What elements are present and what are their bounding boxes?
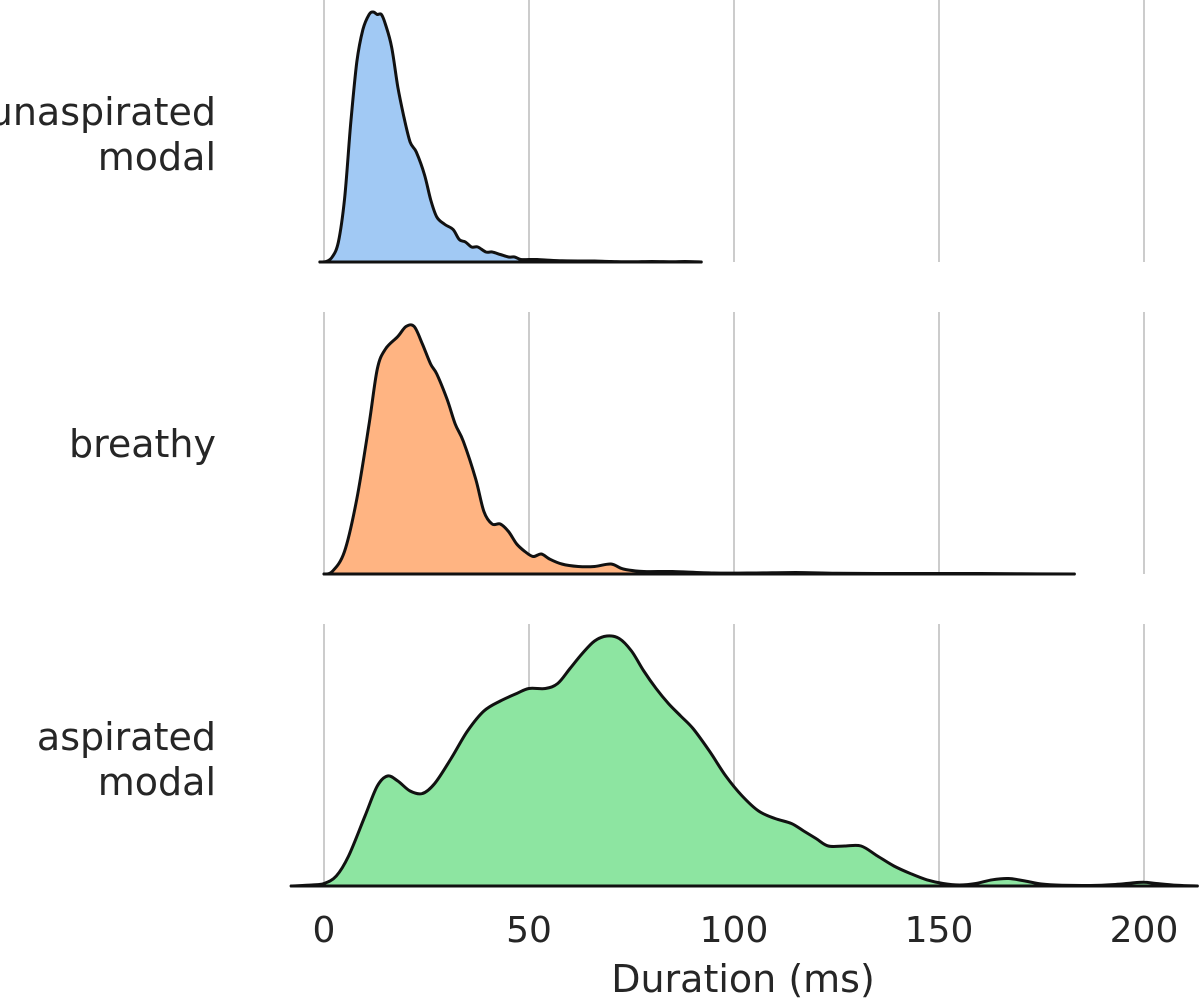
row-label-unaspirated-modal-line2: modal [98, 135, 216, 179]
density-area-aspirated-modal [291, 635, 1198, 886]
density-area-breathy [324, 324, 1075, 575]
ridge-aspirated-modal [289, 634, 1199, 888]
ridge-breathy [322, 323, 1076, 576]
x-axis: 0 50 100 150 200 Duration (ms) [313, 910, 1179, 1001]
x-tick-label-0: 0 [313, 910, 336, 951]
x-tick-labels: 0 50 100 150 200 [313, 910, 1179, 951]
x-axis-title: Duration (ms) [611, 957, 875, 1001]
row-label-aspirated-modal-line1: aspirated [37, 715, 216, 759]
row-label-unaspirated-modal-line1: unaspirated [0, 90, 216, 134]
row-label-aspirated-modal-line2: modal [98, 760, 216, 804]
ridges [289, 10, 1199, 888]
ridge-unaspirated-modal [318, 10, 703, 264]
x-tick-label-50: 50 [506, 910, 552, 951]
row-label-breathy-line1: breathy [69, 422, 216, 466]
x-tick-label-200: 200 [1110, 910, 1179, 951]
x-tick-label-100: 100 [700, 910, 769, 951]
density-area-unaspirated-modal [319, 11, 702, 263]
x-tick-label-150: 150 [905, 910, 974, 951]
density-line-aspirated-modal [289, 634, 1199, 888]
